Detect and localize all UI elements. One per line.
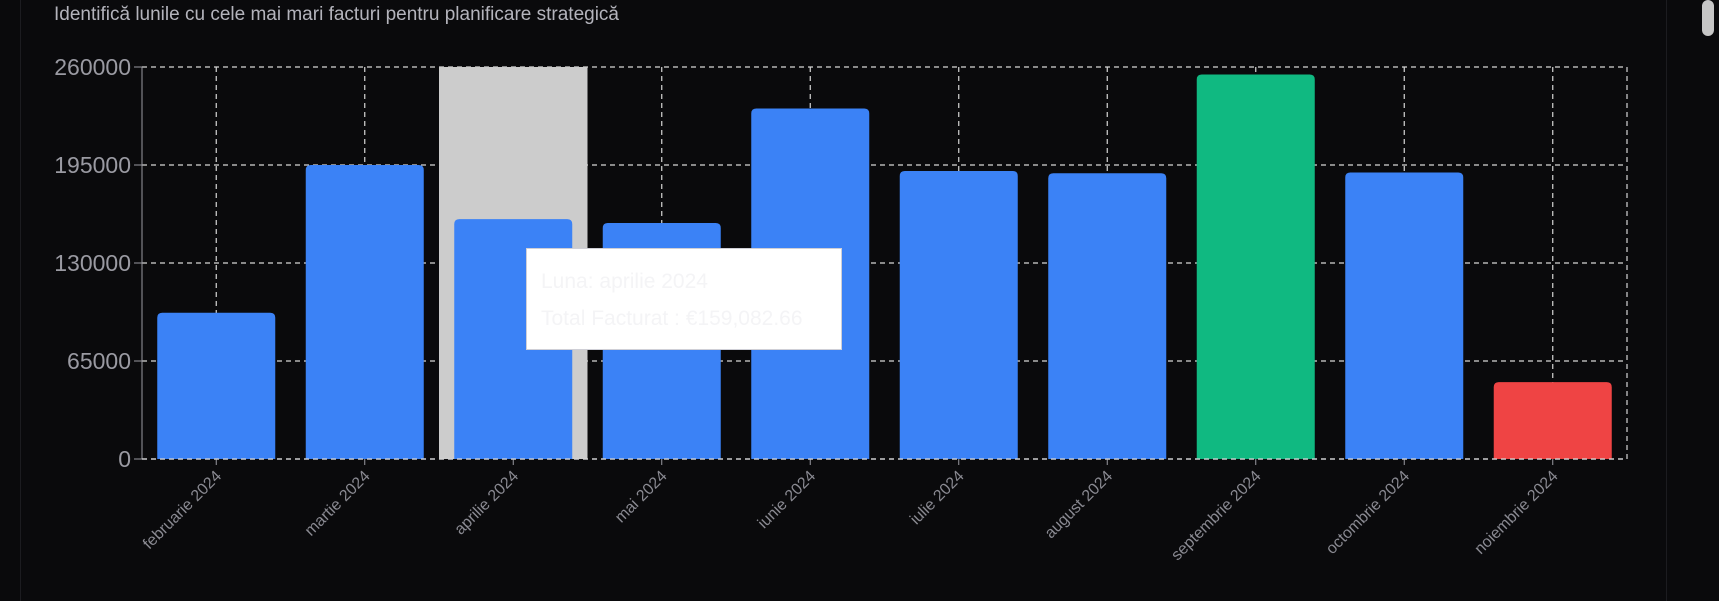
x-tick-label: august 2024 bbox=[1042, 468, 1116, 542]
y-tick-label: 65000 bbox=[67, 348, 131, 374]
scrollbar[interactable] bbox=[1697, 0, 1719, 601]
x-tick-label: iulie 2024 bbox=[907, 468, 968, 529]
y-tick-label: 260000 bbox=[54, 54, 131, 80]
x-axis-labels: februarie 2024 martie 2024 aprilie 2024 mai… bbox=[140, 468, 1562, 564]
tooltip-month: Luna: aprilie 2024 bbox=[541, 263, 827, 300]
x-tick-label: mai 2024 bbox=[612, 468, 671, 527]
y-tick-label: 130000 bbox=[54, 250, 131, 276]
scrollbar-thumb[interactable] bbox=[1702, 0, 1714, 36]
x-tick-label: aprilie 2024 bbox=[452, 468, 523, 539]
bar bbox=[1048, 173, 1166, 459]
y-tick-label: 195000 bbox=[54, 152, 131, 178]
bars-layer bbox=[157, 75, 1612, 459]
x-tick-label: februarie 2024 bbox=[140, 468, 225, 553]
y-tick-label: 0 bbox=[118, 446, 131, 472]
bar bbox=[157, 313, 275, 459]
bar bbox=[1345, 173, 1463, 459]
x-tick-label: septembrie 2024 bbox=[1168, 468, 1264, 564]
x-tick-label: martie 2024 bbox=[302, 468, 374, 540]
bar bbox=[1197, 75, 1315, 459]
bar bbox=[1494, 382, 1612, 459]
y-axis-labels: 0 65000 130000 195000 260000 bbox=[54, 54, 131, 472]
x-tick-label: noiembrie 2024 bbox=[1472, 468, 1562, 558]
bar bbox=[900, 171, 1018, 459]
tooltip: Luna: aprilie 2024 Total Facturat : €159… bbox=[526, 248, 842, 350]
x-tick-label: iunie 2024 bbox=[755, 468, 819, 532]
bar bbox=[306, 165, 424, 459]
x-tick-label: octombrie 2024 bbox=[1323, 468, 1413, 558]
tooltip-total: Total Facturat : €159,082.66 bbox=[541, 300, 827, 337]
